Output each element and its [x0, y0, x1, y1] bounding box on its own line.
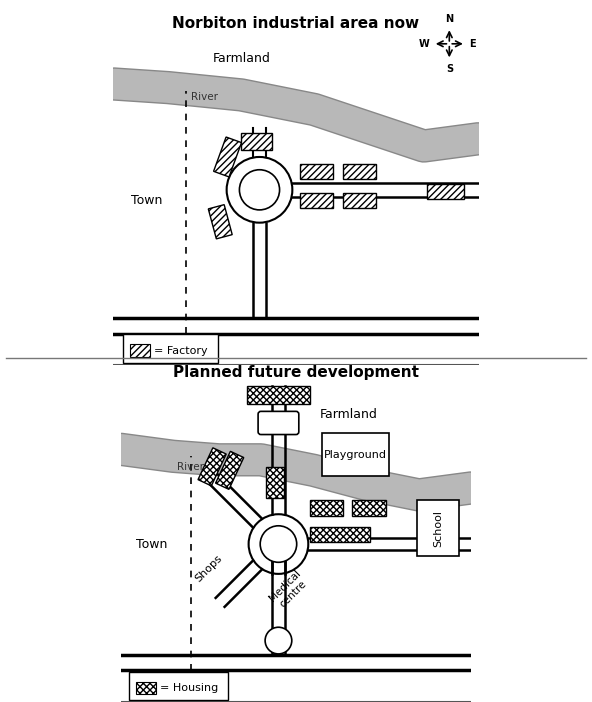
Text: River: River: [177, 462, 204, 472]
FancyBboxPatch shape: [123, 334, 217, 363]
Text: Shops: Shops: [193, 553, 224, 584]
Bar: [136, 682, 156, 694]
Bar: [300, 193, 333, 208]
Text: = Housing: = Housing: [160, 683, 218, 693]
Text: N: N: [445, 14, 453, 24]
FancyBboxPatch shape: [417, 500, 459, 556]
Text: Planned future development: Planned future development: [173, 365, 419, 380]
Text: Town: Town: [136, 538, 168, 550]
Text: W: W: [419, 39, 429, 49]
Bar: [198, 448, 226, 486]
Text: Medical
centre: Medical centre: [267, 568, 311, 611]
Circle shape: [265, 628, 292, 654]
Circle shape: [239, 170, 279, 210]
Bar: [130, 344, 150, 357]
Bar: [247, 386, 310, 404]
Text: S: S: [446, 64, 453, 74]
Bar: [214, 137, 242, 177]
Bar: [352, 500, 385, 516]
Bar: [427, 184, 464, 199]
FancyBboxPatch shape: [258, 411, 299, 435]
Text: E: E: [469, 39, 476, 49]
FancyBboxPatch shape: [322, 433, 389, 476]
Bar: [266, 467, 284, 498]
FancyBboxPatch shape: [129, 673, 227, 701]
Circle shape: [260, 526, 297, 562]
Bar: [343, 164, 377, 179]
Bar: [310, 526, 370, 542]
Bar: [310, 500, 343, 516]
Bar: [300, 164, 333, 179]
Text: Farmland: Farmland: [213, 52, 270, 65]
Text: School: School: [433, 510, 443, 547]
Bar: [208, 205, 232, 239]
Text: Farmland: Farmland: [320, 408, 378, 420]
Text: Town: Town: [131, 194, 162, 207]
Text: River: River: [191, 92, 218, 102]
Text: = Factory: = Factory: [155, 345, 208, 356]
Bar: [242, 133, 272, 150]
Bar: [343, 193, 377, 208]
Bar: [215, 451, 244, 489]
Text: Norbiton industrial area now: Norbiton industrial area now: [172, 16, 420, 32]
Text: Playground: Playground: [324, 449, 387, 460]
